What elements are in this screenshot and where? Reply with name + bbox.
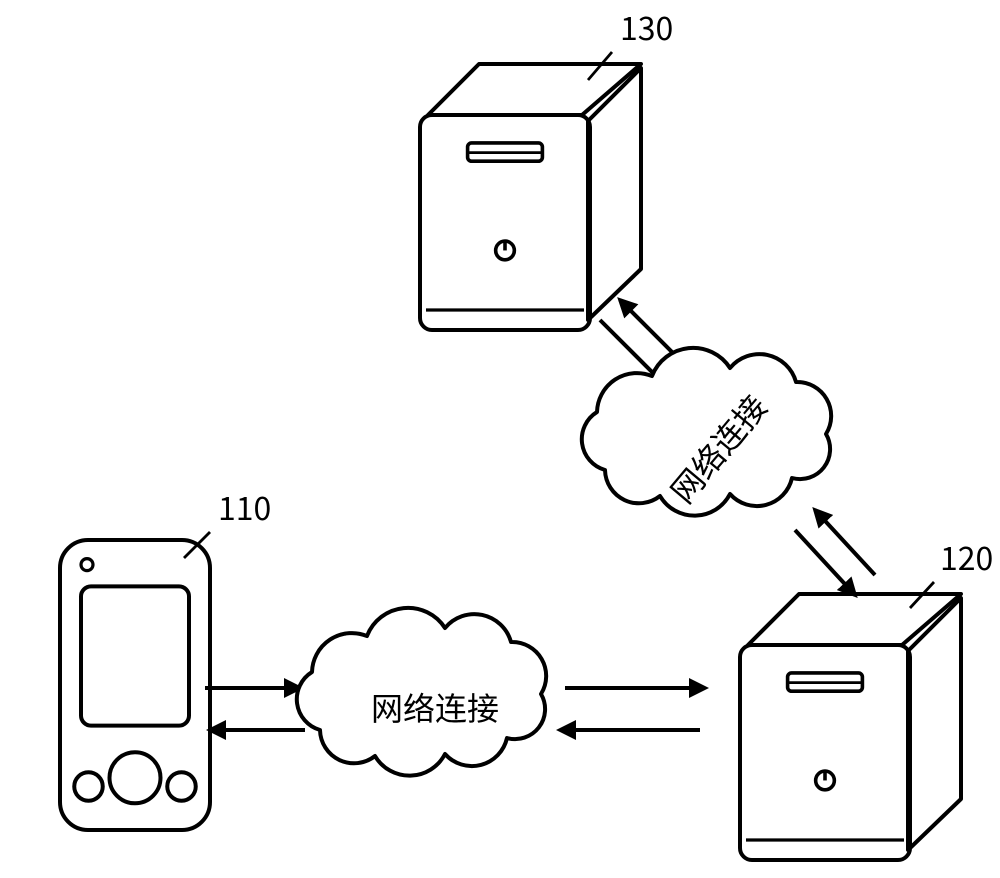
connection-arrow — [815, 510, 875, 575]
server-icon — [420, 64, 641, 330]
node-label: 130 — [620, 4, 673, 50]
handheld-icon — [60, 540, 210, 830]
connection-arrow — [795, 530, 855, 595]
cloud-label: 网络连接 — [371, 684, 499, 730]
server-icon — [740, 594, 961, 860]
node-label: 120 — [940, 534, 993, 580]
cloud-icon: 网络连接 — [582, 348, 831, 516]
node-label: 110 — [218, 484, 271, 530]
cloud-icon: 网络连接 — [297, 608, 546, 776]
